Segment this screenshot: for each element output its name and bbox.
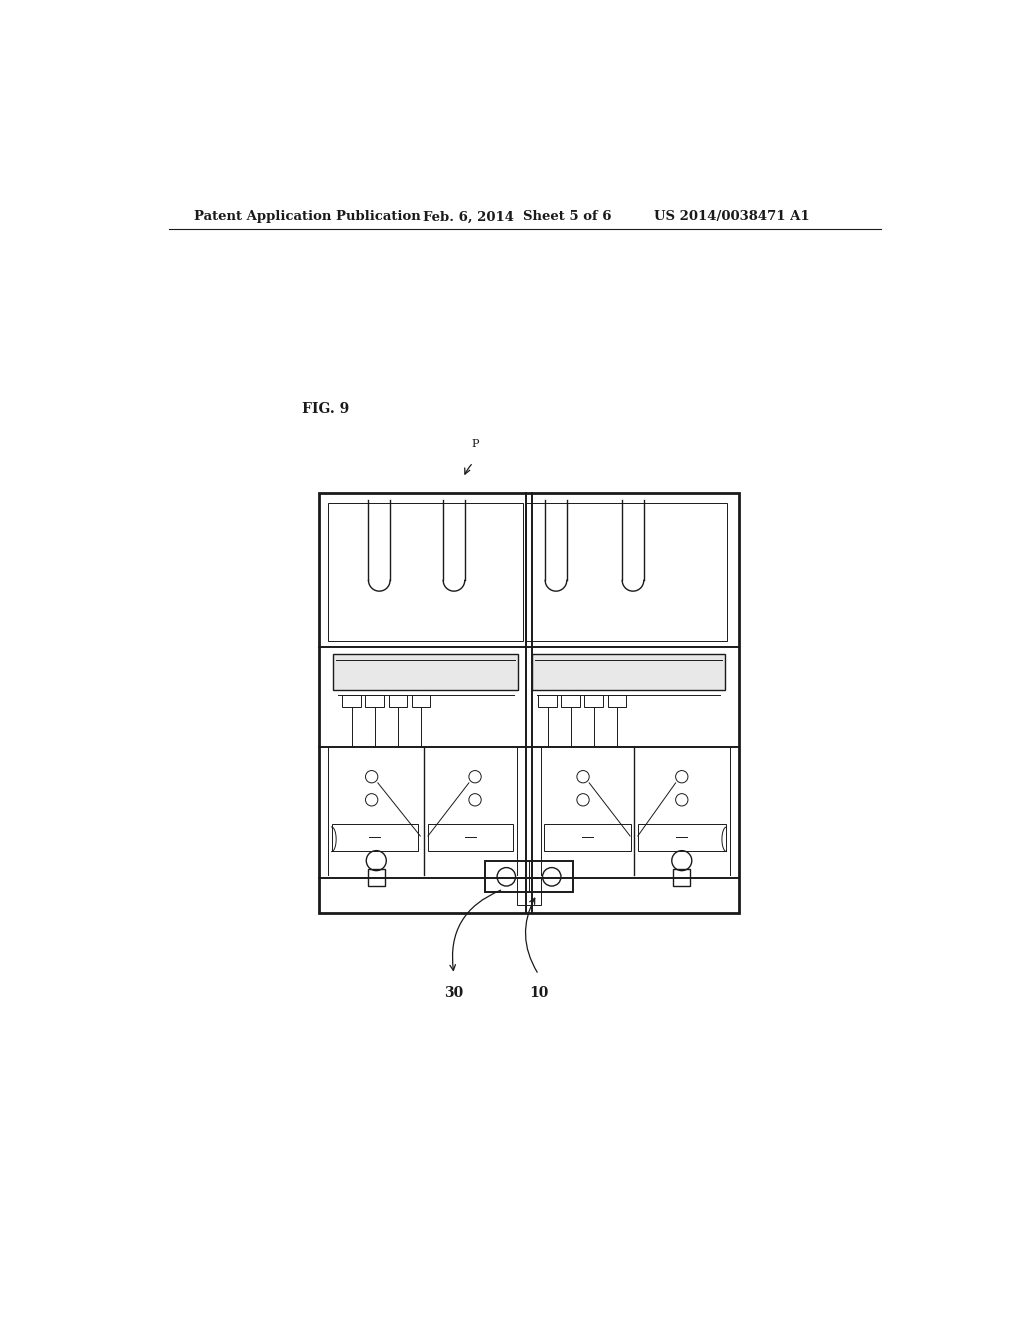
Text: Patent Application Publication: Patent Application Publication: [194, 210, 421, 223]
Bar: [332, 825, 418, 851]
Bar: [428, 825, 513, 851]
Bar: [674, 869, 690, 886]
Bar: [342, 696, 360, 708]
Bar: [532, 653, 725, 690]
Bar: [638, 825, 726, 851]
Bar: [561, 696, 580, 708]
Bar: [368, 869, 385, 886]
Text: Feb. 6, 2014: Feb. 6, 2014: [423, 210, 514, 223]
Text: P: P: [472, 440, 479, 449]
Bar: [607, 696, 626, 708]
Bar: [412, 696, 430, 708]
Bar: [539, 696, 557, 708]
Bar: [329, 503, 523, 642]
Bar: [388, 696, 407, 708]
Bar: [517, 878, 542, 906]
Bar: [585, 696, 603, 708]
Bar: [484, 862, 573, 892]
Bar: [366, 696, 384, 708]
Text: 10: 10: [529, 986, 548, 1001]
Bar: [319, 494, 739, 913]
Text: US 2014/0038471 A1: US 2014/0038471 A1: [654, 210, 810, 223]
Bar: [545, 825, 631, 851]
Text: 30: 30: [444, 986, 464, 1001]
Text: FIG. 9: FIG. 9: [301, 401, 349, 416]
Text: Sheet 5 of 6: Sheet 5 of 6: [523, 210, 611, 223]
Bar: [526, 503, 727, 642]
Bar: [333, 653, 518, 690]
